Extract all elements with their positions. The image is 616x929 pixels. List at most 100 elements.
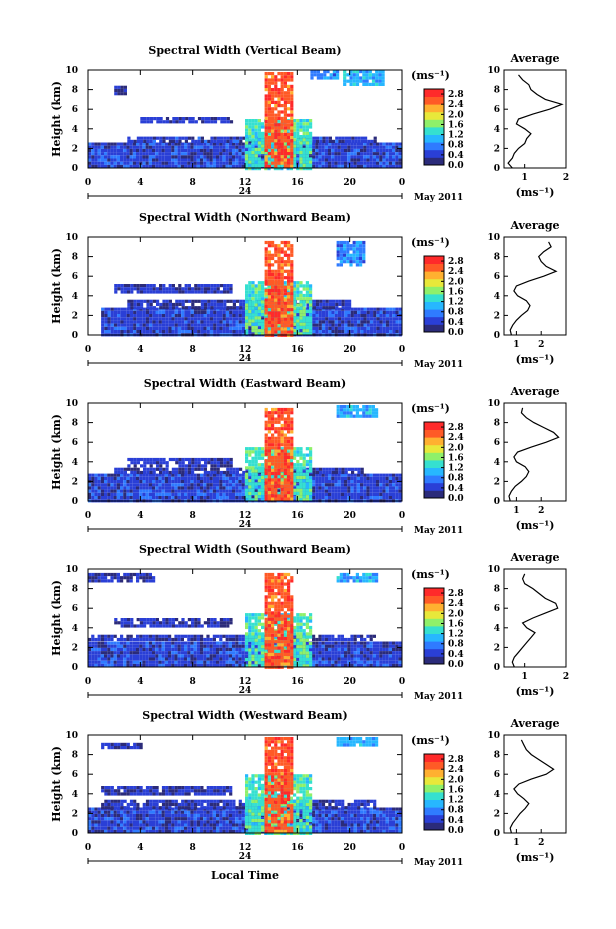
heatmap-cell [168, 314, 172, 318]
heatmap-cell [277, 116, 281, 120]
heatmap-cell [321, 326, 326, 330]
heatmap-cell [353, 164, 357, 169]
heatmap-cell [302, 498, 306, 502]
heatmap-cell [334, 330, 338, 334]
heatmap-cell [274, 282, 278, 286]
heatmap-cell [239, 139, 243, 143]
heatmap-cell [302, 488, 306, 492]
heatmap-cell [229, 136, 233, 140]
heatmap-cell [369, 492, 373, 496]
heatmap-cell [264, 256, 268, 261]
heatmap-cell [369, 317, 374, 321]
heatmap-cell [238, 489, 242, 493]
heatmap-cell [341, 314, 345, 318]
heatmap-cell [335, 136, 339, 140]
heatmap-cell [347, 314, 351, 318]
heatmap-cell [219, 314, 223, 318]
heatmap-cell [219, 158, 223, 162]
heatmap-cell [360, 476, 364, 480]
heatmap-cell [349, 73, 353, 77]
heatmap-cell [97, 142, 101, 146]
heatmap-cell [312, 155, 316, 159]
heatmap-cell [136, 470, 140, 475]
heatmap-cell [94, 473, 98, 477]
heatmap-cell [267, 439, 271, 444]
heatmap-cell [200, 317, 204, 321]
heatmap-cell [161, 158, 165, 162]
heatmap-cell [146, 461, 150, 465]
heatmap-cell [349, 253, 353, 257]
heatmap-cell [280, 447, 284, 451]
heatmap-cell [261, 463, 265, 467]
heatmap-cell [309, 453, 313, 457]
heatmap-cell [206, 155, 210, 159]
heatmap-cell [123, 330, 127, 334]
heatmap-cell [315, 314, 319, 318]
heatmap-cell [363, 320, 367, 324]
heatmap-cell [251, 450, 255, 454]
heatmap-cell [139, 290, 143, 294]
heatmap-cell [280, 256, 284, 261]
heatmap-cell [332, 73, 336, 77]
heatmap-cell [254, 319, 258, 323]
heatmap-cell [321, 323, 326, 327]
heatmap-cell [123, 496, 127, 500]
heatmap-cell [283, 81, 287, 85]
heatmap-cell [120, 476, 124, 480]
heatmap-cell [264, 288, 268, 293]
heatmap-cell [309, 491, 313, 496]
heatmap-cell [353, 155, 357, 159]
heatmap-cell [334, 155, 338, 159]
heatmap-cell [187, 326, 191, 330]
heatmap-cell [339, 256, 343, 261]
heatmap-cell [318, 326, 322, 330]
heatmap-cell [88, 161, 92, 165]
heatmap-cell [271, 132, 275, 136]
heatmap-cell [340, 476, 344, 480]
heatmap-cell [293, 122, 297, 126]
heatmap-cell [257, 284, 261, 288]
heatmap-cell [159, 464, 163, 468]
heatmap-cell [172, 306, 176, 310]
heatmap-cell [369, 476, 373, 480]
heatmap-cell [152, 142, 156, 146]
heatmap-cell [296, 472, 300, 476]
heatmap-cell [346, 247, 350, 251]
heatmap-cell [140, 136, 144, 140]
heatmap-cell [362, 260, 366, 264]
heatmap-cell [257, 147, 261, 151]
heatmap-cell [277, 161, 281, 165]
heatmap-cell [261, 450, 265, 454]
heatmap-cell [209, 164, 213, 169]
heatmap-cell [395, 326, 399, 330]
heatmap-cell [245, 284, 249, 288]
heatmap-cell [117, 307, 121, 311]
heatmap-cell [299, 281, 303, 285]
heatmap-cell [168, 299, 172, 303]
heatmap-cell [104, 148, 108, 153]
heatmap-cell [280, 314, 284, 318]
heatmap-cell [350, 161, 354, 165]
heatmap-cell [235, 470, 239, 475]
heatmap-cell [216, 136, 220, 140]
heatmap-cell [344, 489, 348, 493]
heatmap-cell [142, 142, 146, 146]
heatmap-cell [142, 496, 146, 500]
heatmap-cell [139, 155, 143, 159]
heatmap-cell [302, 332, 306, 336]
heatmap-cell [305, 147, 309, 151]
heatmap-cell [145, 320, 150, 324]
heatmap-cell [152, 306, 156, 310]
heatmap-cell [392, 152, 396, 156]
heatmap-cell [305, 475, 309, 480]
heatmap-cell [123, 483, 127, 487]
heatmap-cell [91, 483, 95, 487]
heatmap-cell [126, 164, 130, 169]
heatmap-cell [219, 320, 223, 324]
heatmap-cell [322, 470, 326, 475]
heatmap-cell [392, 155, 396, 159]
heatmap-cell [362, 70, 366, 74]
heatmap-cell [312, 139, 316, 143]
heatmap-cell [257, 475, 261, 480]
heatmap-cell [159, 136, 163, 140]
